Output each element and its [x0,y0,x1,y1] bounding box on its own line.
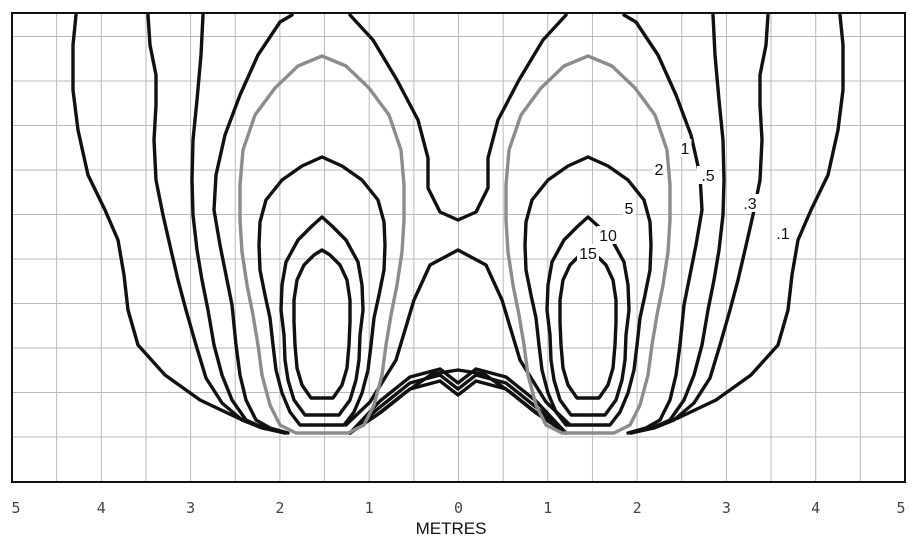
contour-label: 1 [681,141,690,158]
contour-point5-left [190,13,287,435]
contour-label: 15 [579,246,597,263]
contour-10-right-lobe [545,215,631,417]
x-tick-label: 4 [811,499,820,517]
contour-point5-right [629,13,726,435]
x-tick-label: 1 [543,499,552,517]
x-tick-labels: 5 4 3 2 1 0 1 2 3 4 5 [11,499,905,517]
contour-2-right-lobe [504,54,672,435]
x-tick-label: 4 [97,499,106,517]
contour-1-left [212,13,294,435]
x-tick-label: 1 [365,499,374,517]
contour-1-bridge [348,368,568,435]
contour-5-right-lobe [523,155,653,427]
contour-label: 10 [599,228,617,245]
contour-label-background [678,139,692,157]
contour-label-background [697,166,719,184]
contour-point3-left [146,13,287,435]
contour-2-left-lobe [238,54,406,435]
contour-lines [71,13,845,435]
contour-label-background [622,199,636,217]
x-tick-label: 2 [633,499,642,517]
x-tick-label: 2 [275,499,284,517]
contour-15-right-lobe [558,248,618,400]
plot-frame [11,12,906,483]
contour-1-centre-dip [348,13,568,222]
contour-label-background [772,224,794,242]
x-axis-label: METRES [416,519,487,538]
contour-1-right [622,13,704,435]
contour-label-background [652,160,666,178]
grid [12,13,905,482]
contour-label-background [597,226,619,244]
contour-label: 2 [655,162,664,179]
contour-point5-bridge [348,373,568,435]
contour-15-left-lobe [292,248,352,400]
contour-point1-bridge [348,367,568,435]
contour-label: 5 [625,201,634,218]
contour-label: .3 [743,196,756,213]
contour-point1-right [629,13,845,435]
x-tick-label: 5 [11,499,20,517]
contour-point3-right [629,13,770,435]
contour-label: .5 [701,168,714,185]
contour-5-left-lobe [257,155,387,427]
x-tick-label: 3 [186,499,195,517]
contour-label-background [577,244,599,262]
contour-label-background [739,194,761,212]
x-tick-label: 5 [896,499,905,517]
x-tick-label: 0 [454,499,463,517]
x-tick-label: 3 [722,499,731,517]
contour-label: .1 [776,226,789,243]
contour-10-left-lobe [279,215,365,417]
contour-point1-left [71,13,287,435]
